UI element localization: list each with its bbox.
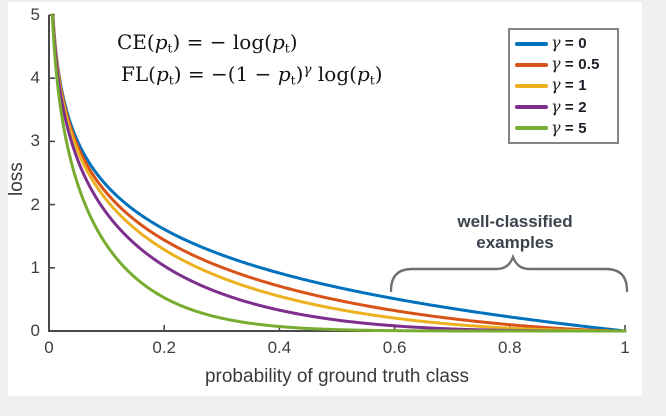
formula-token: t: [168, 72, 174, 88]
brace-annotation: [389, 253, 629, 293]
gamma-symbol: γ: [551, 96, 561, 116]
x-tick-label: 0.2: [152, 338, 176, 357]
formula-cross-entropy: CE(pt) = − log(pt): [117, 30, 298, 55]
gamma-symbol: γ: [551, 33, 561, 53]
formula-token: γ: [303, 62, 312, 79]
y-tick-label: 2: [30, 194, 40, 214]
formula-token: ) = − log(: [172, 30, 272, 54]
x-axis-label: probability of ground truth class: [204, 366, 470, 387]
legend-item-gamma-1: γ = 1: [515, 77, 612, 94]
legend-label: γ = 0.5: [551, 56, 600, 73]
curve-gamma-5: [50, 13, 627, 333]
curve-gamma-2: [51, 13, 627, 333]
curve-gamma-1: [51, 13, 627, 333]
formula-token: t: [284, 40, 290, 56]
formula-token: t: [369, 72, 375, 88]
annotation-well-classified: well-classified: [457, 212, 573, 231]
legend-item-gamma-5: γ = 5: [515, 117, 612, 137]
formula-token: ): [289, 30, 298, 54]
x-tick-label: 0.6: [382, 338, 407, 357]
legend-line-swatch: [515, 126, 548, 131]
gamma-value: = 1: [560, 77, 587, 95]
legend-line-swatch: [515, 41, 548, 46]
formula-token: CE(: [117, 30, 155, 54]
legend-label: γ = 5: [551, 117, 587, 137]
legend-label: γ = 1: [551, 77, 587, 94]
y-tick-label: 3: [30, 131, 40, 151]
formula-token: FL(: [121, 62, 156, 86]
y-tick-label: 0: [30, 321, 40, 340]
legend-line-swatch: [515, 62, 548, 67]
gamma-value: = 0: [560, 35, 587, 53]
annotation-examples: examples: [476, 233, 554, 252]
formula-token: t: [167, 40, 173, 56]
legend-item-gamma-0: γ = 0: [515, 35, 612, 52]
formula-token: p: [271, 30, 285, 54]
gamma-symbol: γ: [551, 117, 561, 137]
legend-label: γ = 0: [551, 35, 587, 52]
legend-label: γ = 2: [551, 96, 587, 116]
gamma-value: = 0.5: [560, 56, 600, 74]
formula-focal-loss: FL(pt) = −(1 − pt)γ log(pt): [121, 62, 383, 87]
gamma-symbol: γ: [551, 54, 561, 74]
gamma-value: = 2: [560, 98, 587, 116]
formula-token: ) = −(1 −: [173, 62, 278, 86]
x-tick-label: 0.8: [497, 338, 522, 357]
formula-token: p: [155, 62, 169, 86]
gamma-value: = 5: [560, 119, 587, 137]
formula-token: p: [356, 62, 370, 86]
y-axis-label: loss: [6, 162, 27, 196]
legend-line-swatch: [515, 83, 548, 88]
x-tick-label: 0: [44, 338, 54, 357]
x-tick-label: 0.4: [267, 338, 292, 357]
y-tick-label: 1: [30, 257, 40, 277]
x-tick-label: 1: [620, 338, 630, 357]
formula-token: ): [374, 62, 383, 86]
legend-item-gamma-2: γ = 2: [515, 96, 612, 116]
legend-line-swatch: [515, 105, 548, 110]
formula-token: ): [295, 62, 304, 86]
formula-token: p: [277, 62, 291, 86]
y-tick-label: 5: [30, 5, 40, 24]
formula-token: log(: [311, 62, 357, 86]
y-tick-label: 4: [30, 68, 40, 88]
formula-token: t: [290, 72, 296, 88]
legend-item-gamma-0.5: γ = 0.5: [515, 56, 612, 73]
formula-token: p: [154, 30, 168, 54]
gamma-symbol: γ: [551, 75, 561, 95]
